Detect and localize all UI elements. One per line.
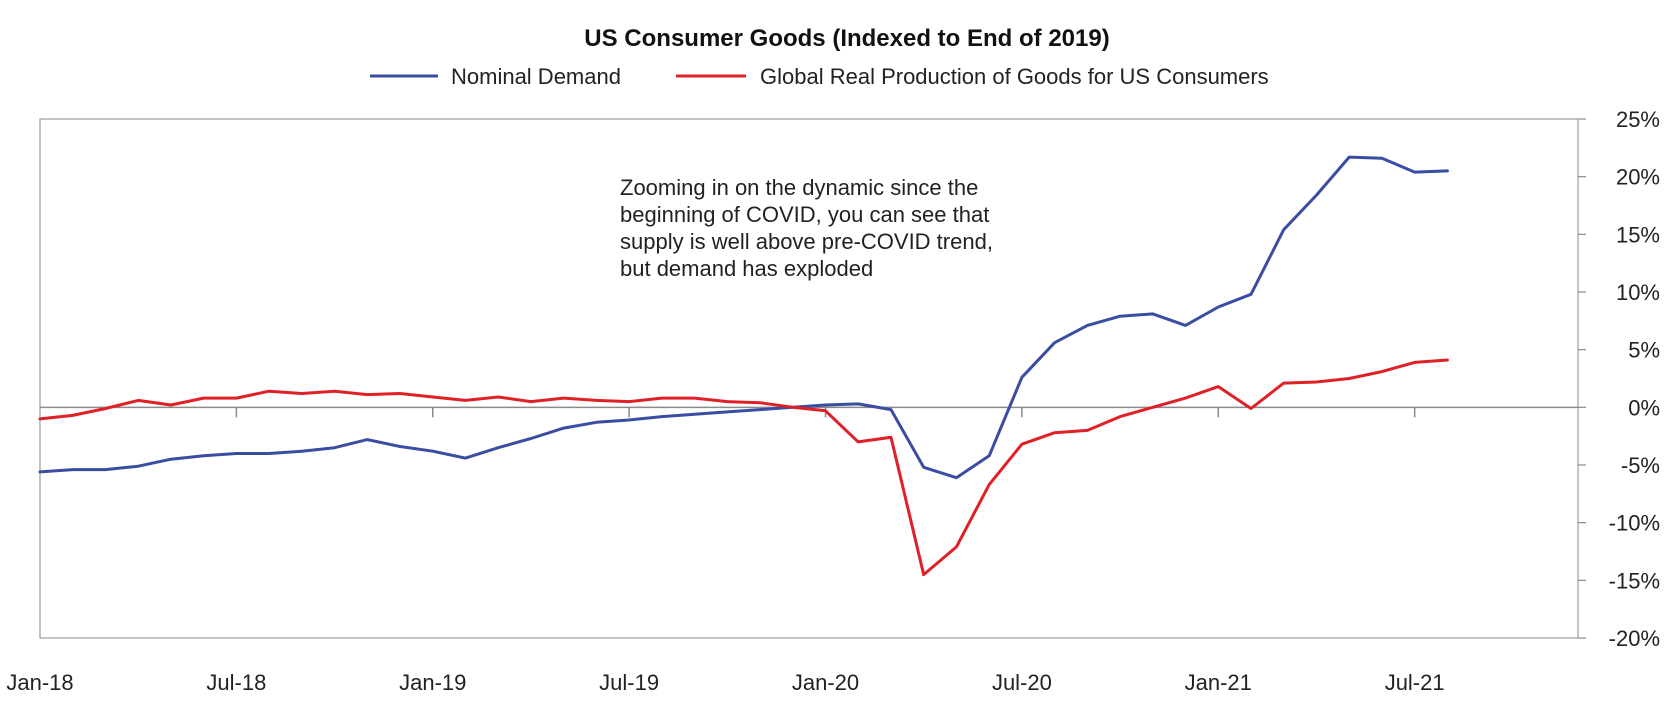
- y-tick-label: 5%: [1628, 338, 1660, 363]
- annotation-line: but demand has exploded: [620, 256, 873, 281]
- series-line-global-real-production: [38, 358, 1449, 577]
- chart-title: US Consumer Goods (Indexed to End of 201…: [584, 25, 1109, 52]
- y-tick-label: 25%: [1616, 107, 1660, 132]
- x-tick-label: Jul-20: [992, 670, 1052, 695]
- annotation-line: supply is well above pre-COVID trend,: [620, 229, 993, 254]
- x-tick-label: Jan-20: [792, 670, 859, 695]
- annotation-line: beginning of COVID, you can see that: [620, 202, 989, 227]
- y-tick-label: 10%: [1616, 280, 1660, 305]
- y-axis: 25% 20% 15% 10% 5% 0% -5% -10% -15% -20%: [1578, 107, 1660, 651]
- y-tick-label: -15%: [1609, 568, 1660, 593]
- y-tick-label: -10%: [1609, 511, 1660, 536]
- x-tick-label: Jan-19: [399, 670, 466, 695]
- y-tick-label: 0%: [1628, 395, 1660, 420]
- series-line-nominal-demand: [38, 155, 1449, 480]
- x-tick-label: Jan-18: [6, 670, 73, 695]
- y-tick-label: -20%: [1609, 626, 1660, 651]
- legend-item-global-real-production: Global Real Production of Goods for US C…: [676, 64, 1269, 89]
- y-tick-label: 20%: [1616, 165, 1660, 190]
- x-tick-label: Jan-21: [1185, 670, 1252, 695]
- annotation-text: Zooming in on the dynamic since the begin…: [620, 175, 993, 281]
- legend-label-global-real-production: Global Real Production of Goods for US C…: [760, 64, 1269, 89]
- legend-item-nominal-demand: Nominal Demand: [370, 64, 621, 89]
- legend: Nominal Demand Global Real Production of…: [370, 64, 1269, 89]
- x-tick-label: Jul-21: [1385, 670, 1445, 695]
- legend-label-nominal-demand: Nominal Demand: [451, 64, 621, 89]
- x-tick-label: Jul-19: [599, 670, 659, 695]
- y-tick-label: 15%: [1616, 222, 1660, 247]
- x-axis: Jan-18 Jul-18 Jan-19 Jul-19 Jan-20 Jul-20 Jan-…: [6, 407, 1445, 695]
- y-tick-label: -5%: [1621, 453, 1660, 478]
- series-layer: [38, 155, 1449, 577]
- x-tick-label: Jul-18: [206, 670, 266, 695]
- annotation-line: Zooming in on the dynamic since the: [620, 175, 978, 200]
- plot-frame: [39, 118, 1579, 639]
